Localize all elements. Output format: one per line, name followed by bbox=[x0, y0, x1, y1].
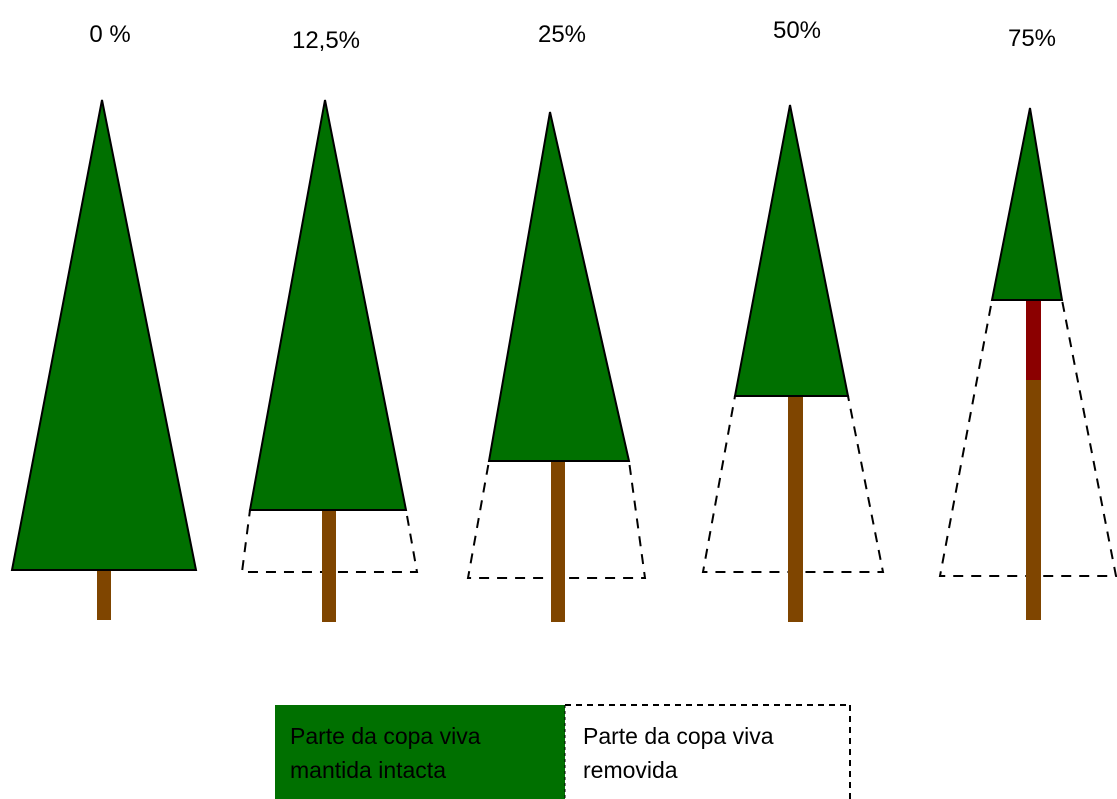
crown bbox=[489, 112, 629, 461]
crown bbox=[735, 105, 848, 396]
crown bbox=[992, 108, 1062, 300]
trunk bbox=[97, 570, 111, 620]
legend-text: Parte da copa viva bbox=[290, 723, 481, 749]
tree bbox=[12, 100, 196, 620]
legend-text: removida bbox=[583, 757, 678, 783]
tree bbox=[940, 108, 1116, 620]
diagram: 0 % 12,5% 25% 50% 75% Parte da copa viva bbox=[0, 0, 1117, 799]
crown bbox=[250, 100, 406, 510]
legend-text: Parte da copa viva bbox=[583, 723, 774, 749]
tree-label: 50% bbox=[773, 17, 821, 44]
legend: Parte da copa viva mantida intacta Parte… bbox=[275, 705, 850, 799]
tree-label: 0 % bbox=[89, 21, 130, 48]
legend-kept-swatch bbox=[275, 705, 565, 799]
trunk bbox=[322, 510, 336, 622]
trunk bbox=[1026, 380, 1041, 620]
legend-text: mantida intacta bbox=[290, 757, 446, 783]
tree-label: 75% bbox=[1008, 25, 1056, 52]
tree bbox=[703, 105, 883, 622]
tree-label: 25% bbox=[538, 21, 586, 48]
crown bbox=[12, 100, 196, 570]
tree bbox=[468, 112, 645, 622]
tree-label: 12,5% bbox=[292, 27, 360, 54]
trunk bbox=[551, 461, 565, 622]
trunk bbox=[788, 396, 803, 622]
trunk-removed bbox=[1026, 300, 1041, 380]
tree bbox=[242, 100, 417, 622]
